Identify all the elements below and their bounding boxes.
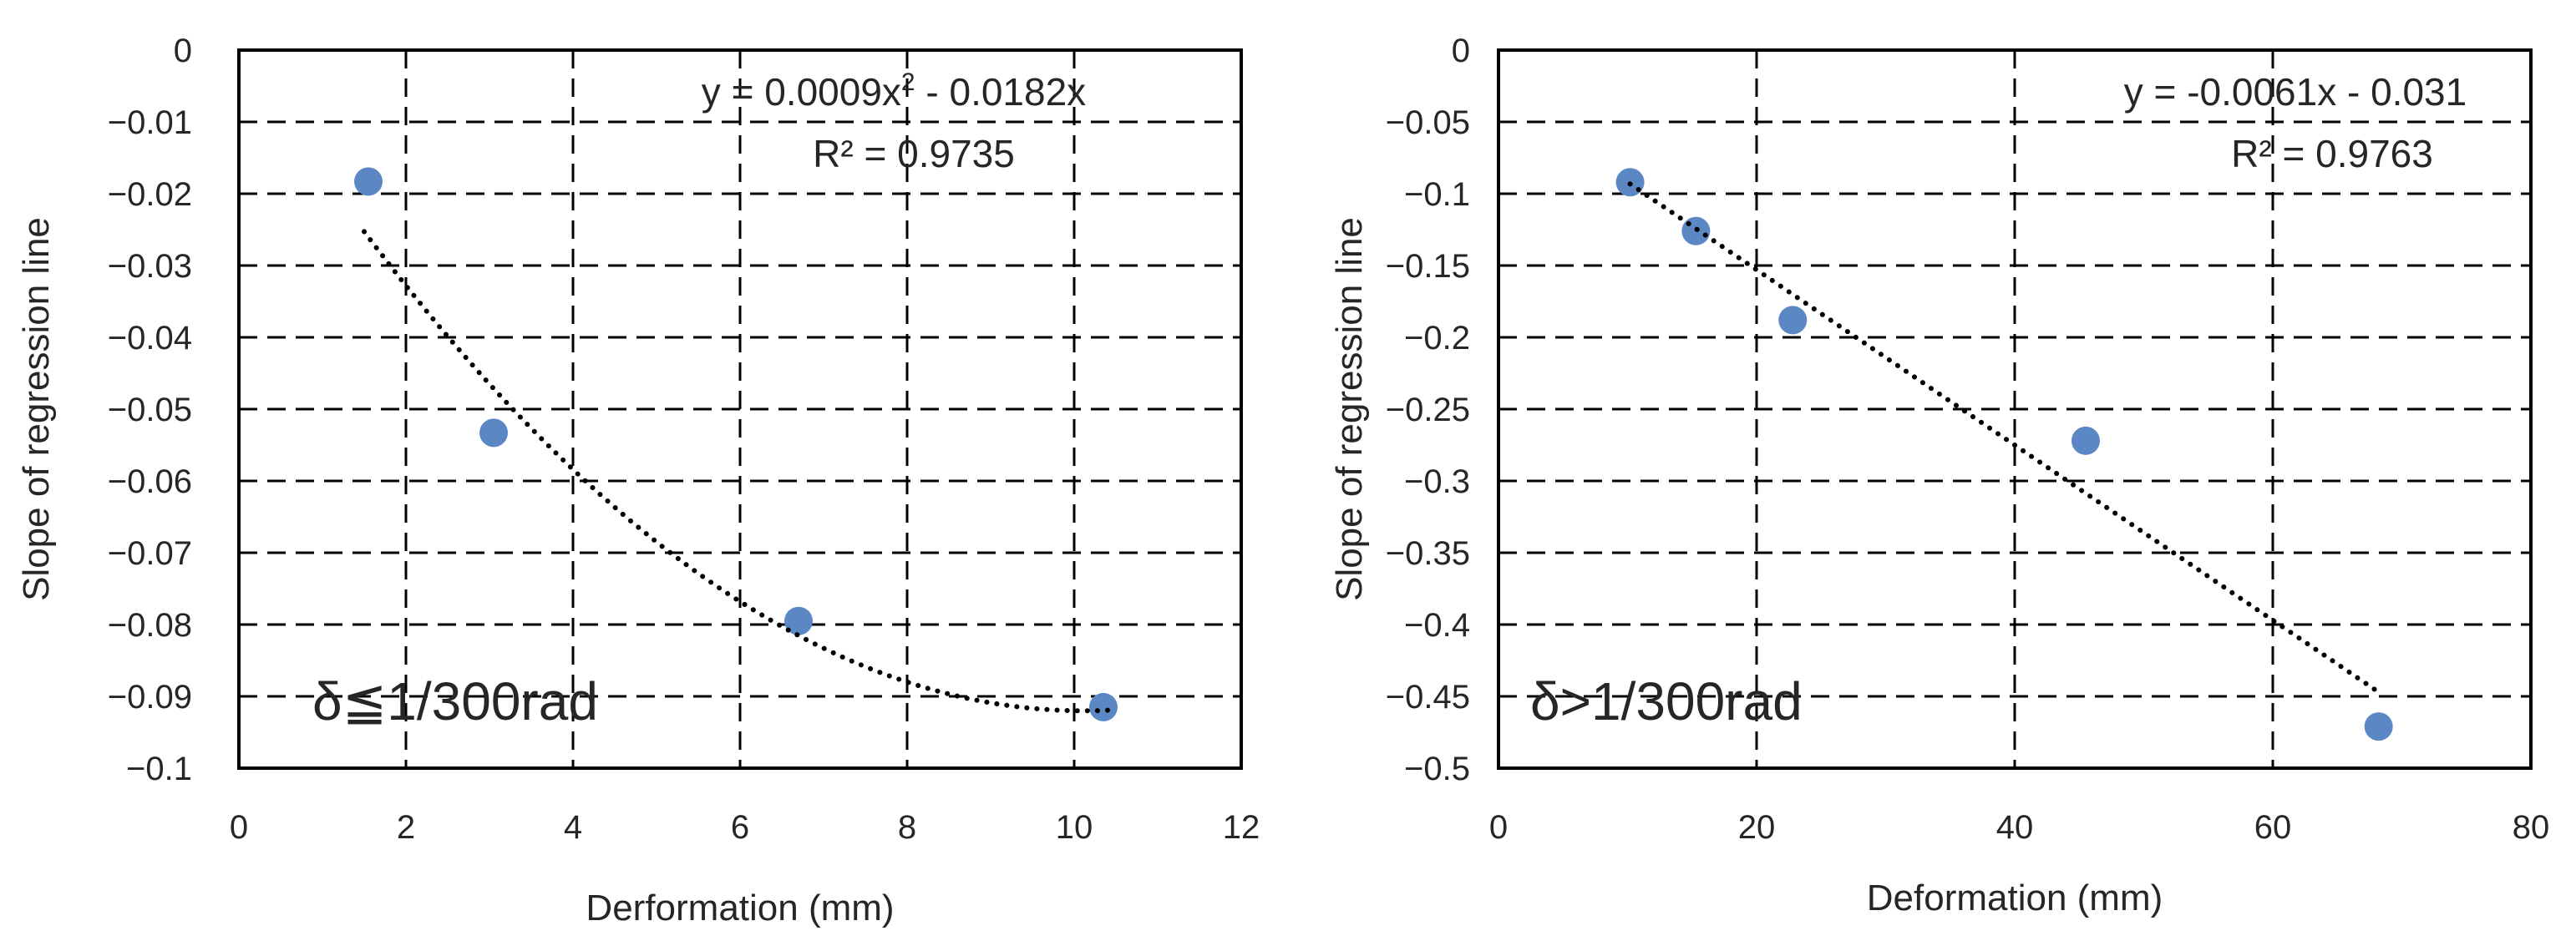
y-tick-label: −0.09 [108, 679, 192, 716]
chart-left: 0 −0.01 −0.02 −0.03 −0.04 −0.05 −0.06 −0.07 −0.0… [16, 33, 1260, 928]
chart-right: 0 −0.05 −0.1 −0.15 −0.2 −0.25 −0.3 −0.35 −0.4 −0.… [1329, 33, 2549, 918]
x-axis-label: Derformation (mm) [586, 888, 894, 928]
x-tick-label: 20 [1738, 809, 1776, 846]
trendline-equation: y = -0.0061x - 0.031 [2124, 70, 2467, 114]
y-tick-label: −0.1 [1404, 176, 1470, 213]
y-tick-label: −0.05 [108, 392, 192, 428]
equation-main: y = -0.0061x - 0.031 [2124, 70, 2467, 114]
trendline-equation: y = 0.0009x2 - 0.0182x [702, 68, 1086, 114]
regime-annotation: δ>1/300rad [1530, 671, 1803, 731]
x-tick-label: 4 [564, 809, 582, 846]
r-squared-label: R² = 0.9735 [813, 132, 1015, 175]
y-tick-label: −0.01 [108, 104, 192, 141]
y-tick-label: 0 [1452, 33, 1470, 69]
data-point [2071, 426, 2100, 455]
trendline [1627, 181, 2381, 695]
x-tick-label: 0 [1489, 809, 1508, 846]
y-tick-label: −0.1 [126, 751, 192, 787]
r-squared-label: R² = 0.9763 [2231, 132, 2433, 175]
x-tick-label: 60 [2254, 809, 2292, 846]
y-tick-label: −0.4 [1404, 607, 1470, 644]
data-point [354, 167, 383, 196]
equation-superscript: 2 [901, 68, 915, 96]
data-point [1089, 692, 1118, 721]
x-tick-label: 2 [397, 809, 415, 846]
plot-frame [237, 48, 1243, 770]
y-tick-label: −0.03 [108, 248, 192, 285]
plot-frame [1497, 48, 2533, 770]
y-tick-label: 0 [174, 33, 192, 69]
regime-annotation: δ≦1/300rad [312, 671, 598, 731]
x-tick-label: 6 [731, 809, 749, 846]
y-tick-label: −0.25 [1386, 392, 1470, 428]
y-tick-label: −0.07 [108, 535, 192, 572]
equation-rest: - 0.0182x [915, 70, 1087, 114]
data-point [2364, 712, 2393, 741]
x-tick-label: 80 [2513, 809, 2550, 846]
y-tick-label: −0.08 [108, 607, 192, 644]
y-tick-label: −0.02 [108, 176, 192, 213]
y-tick-label: −0.3 [1404, 463, 1470, 500]
y-tick-label: −0.45 [1386, 679, 1470, 716]
data-point [784, 606, 813, 635]
y-axis-label: Slope of regression line [1329, 217, 1370, 601]
equation-main: y = 0.0009x [702, 70, 901, 114]
y-tick-label: −0.05 [1386, 104, 1470, 141]
data-point [1778, 306, 1808, 335]
x-tick-label: 40 [1996, 809, 2034, 846]
x-axis-label: Deformation (mm) [1867, 878, 2163, 918]
y-tick-label: −0.2 [1404, 320, 1470, 357]
x-tick-label: 0 [230, 809, 248, 846]
y-tick-label: −0.04 [108, 320, 192, 357]
trendline [362, 229, 1110, 714]
y-axis-label: Slope of regression line [16, 217, 57, 601]
x-tick-label: 8 [898, 809, 916, 846]
y-tick-label: −0.15 [1386, 248, 1470, 285]
x-tick-label: 12 [1223, 809, 1260, 846]
y-tick-label: −0.06 [108, 463, 192, 500]
y-tick-label: −0.5 [1404, 751, 1470, 787]
y-tick-label: −0.35 [1386, 535, 1470, 572]
x-tick-label: 10 [1056, 809, 1093, 846]
data-point [479, 418, 508, 448]
